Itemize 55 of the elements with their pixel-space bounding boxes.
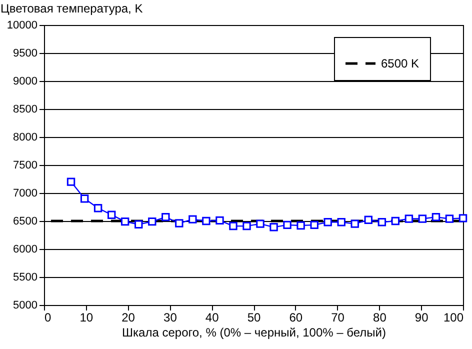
point	[202, 216, 210, 226]
x-axis-title: Шкала серого, % (0% – черный, 100% – белый)	[122, 326, 386, 340]
point	[270, 223, 278, 232]
point	[337, 218, 346, 226]
y-tick-label: 5000	[13, 300, 38, 312]
x-tick-label: 40	[205, 310, 220, 324]
y-tick-label: 6500	[13, 216, 38, 228]
x-tick-label: 0	[44, 310, 52, 324]
y-tick-label: 7500	[13, 160, 38, 172]
point	[148, 217, 156, 226]
y-axis-title: Цветовая температура, K	[0, 2, 143, 16]
x-tick-label: 50	[247, 310, 261, 324]
y-tick-label: 6000	[13, 244, 38, 256]
legend-label: 6500 K	[381, 56, 420, 70]
point	[229, 222, 238, 230]
point	[283, 220, 292, 230]
point	[80, 194, 89, 203]
point	[134, 220, 143, 228]
point	[162, 212, 170, 222]
point	[418, 214, 427, 223]
point	[364, 216, 372, 224]
x-tick-label: 90	[414, 310, 429, 324]
x-tick-label: 30	[164, 310, 178, 324]
x-tick-label: 60	[289, 310, 303, 324]
point	[66, 178, 76, 186]
point	[432, 212, 440, 222]
y-tick-label: 7000	[13, 188, 38, 200]
point	[378, 218, 386, 226]
point	[350, 220, 359, 228]
y-tick-label: 10000	[6, 20, 38, 32]
point	[242, 222, 251, 230]
point	[296, 221, 305, 230]
point	[445, 214, 454, 223]
point	[310, 220, 318, 230]
point	[107, 210, 116, 219]
point	[391, 216, 400, 226]
point	[188, 215, 197, 224]
y-tick-label: 5500	[13, 272, 38, 284]
y-tick-label: 9000	[13, 76, 38, 88]
point	[458, 214, 468, 222]
point	[256, 220, 264, 228]
y-tick-label: 8000	[13, 132, 38, 144]
point	[94, 204, 102, 212]
point	[120, 217, 130, 226]
point	[175, 219, 184, 228]
point	[324, 218, 332, 226]
x-tick-label: 20	[122, 310, 136, 324]
x-tick-label: 10	[80, 310, 94, 324]
point	[216, 216, 224, 225]
x-tick-label: 70	[331, 310, 345, 324]
y-tick-label: 9500	[13, 48, 38, 60]
point	[404, 214, 414, 223]
x-tick-label: 80	[373, 310, 387, 324]
x-tick-label: 100	[443, 310, 464, 324]
y-tick-label: 8500	[13, 104, 38, 116]
